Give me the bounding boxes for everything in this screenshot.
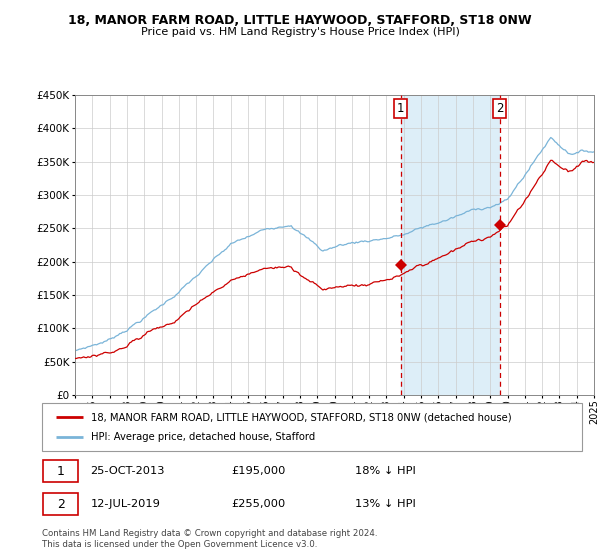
Text: 2: 2 [56,497,65,511]
Text: 25-OCT-2013: 25-OCT-2013 [91,466,165,476]
Text: 18, MANOR FARM ROAD, LITTLE HAYWOOD, STAFFORD, ST18 0NW (detached house): 18, MANOR FARM ROAD, LITTLE HAYWOOD, STA… [91,413,511,422]
Text: HPI: Average price, detached house, Stafford: HPI: Average price, detached house, Staf… [91,432,315,442]
Text: 12-JUL-2019: 12-JUL-2019 [91,499,160,509]
Text: £255,000: £255,000 [231,499,285,509]
Text: 1: 1 [56,465,65,478]
FancyBboxPatch shape [43,493,78,515]
FancyBboxPatch shape [43,460,78,482]
Text: £195,000: £195,000 [231,466,286,476]
Text: 2: 2 [496,102,503,115]
Text: 1: 1 [397,102,404,115]
Text: 13% ↓ HPI: 13% ↓ HPI [355,499,416,509]
Text: 18, MANOR FARM ROAD, LITTLE HAYWOOD, STAFFORD, ST18 0NW: 18, MANOR FARM ROAD, LITTLE HAYWOOD, STA… [68,14,532,27]
Text: Contains HM Land Registry data © Crown copyright and database right 2024.
This d: Contains HM Land Registry data © Crown c… [42,529,377,549]
Text: 18% ↓ HPI: 18% ↓ HPI [355,466,416,476]
Text: Price paid vs. HM Land Registry's House Price Index (HPI): Price paid vs. HM Land Registry's House … [140,27,460,37]
